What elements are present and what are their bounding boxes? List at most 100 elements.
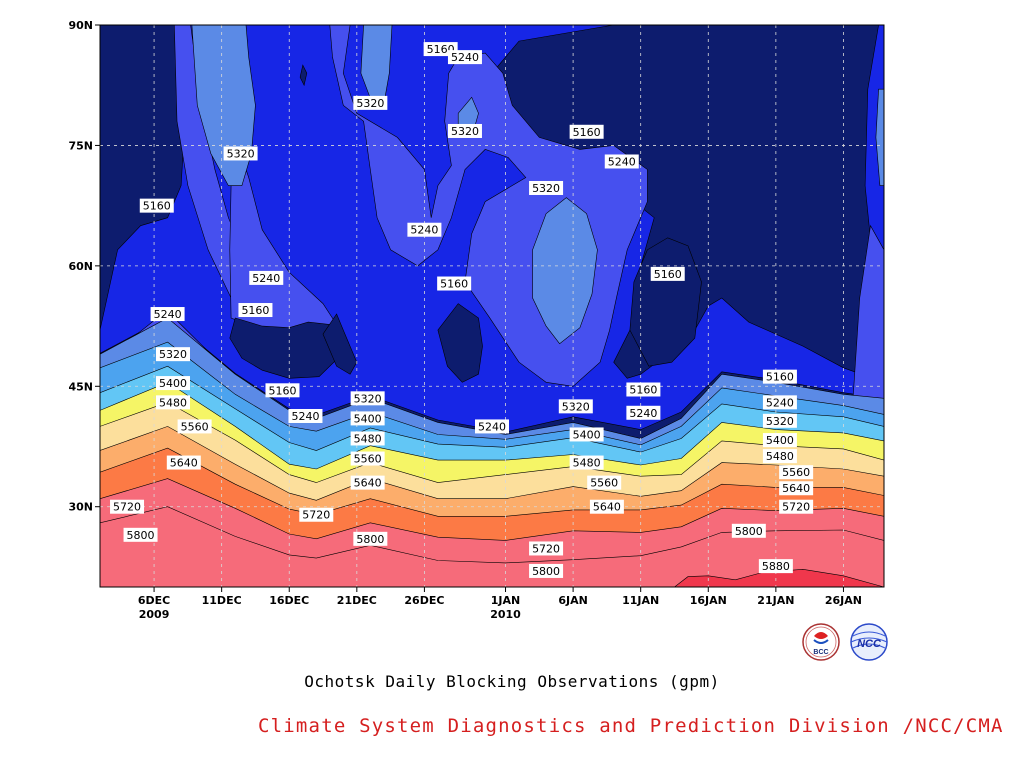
- contour-label: 5640: [593, 501, 621, 514]
- contour-label-box: [558, 399, 593, 414]
- contour-label-box: [177, 419, 212, 434]
- contour-label-box: [238, 303, 273, 318]
- chart-title: Ochotsk Daily Blocking Observations (gpm…: [304, 672, 720, 691]
- contour-label-box: [475, 419, 509, 434]
- contour-label-box: [447, 50, 482, 65]
- contour-label-box: [762, 433, 797, 448]
- contour-label: 5800: [532, 565, 560, 578]
- contour-label: 5160: [427, 43, 455, 56]
- contour-label: 5720: [113, 501, 141, 514]
- contour-label-box: [529, 180, 564, 195]
- contour-label: 5320: [227, 147, 255, 160]
- contour-label-box: [353, 531, 388, 546]
- contour-label: 5400: [766, 434, 794, 447]
- contour-label: 5240: [291, 410, 319, 423]
- contour-label: 5560: [181, 420, 209, 433]
- contour-label: 5320: [354, 392, 382, 405]
- x-tick-year: 2010: [490, 608, 521, 621]
- contour-label: 5320: [562, 400, 590, 413]
- contour-label: 5160: [654, 268, 682, 281]
- contour-label-box: [762, 449, 797, 464]
- contour-label-box: [569, 455, 604, 470]
- x-tick-year: 2009: [139, 608, 170, 621]
- contour-label: 5640: [782, 482, 810, 495]
- contour-label-box: [350, 411, 385, 426]
- x-tick-label: 21JAN: [757, 594, 794, 607]
- contour-label-box: [626, 405, 661, 420]
- contour-label: 5240: [766, 396, 794, 409]
- contour-label-box: [529, 541, 564, 556]
- contour-label: 5720: [532, 542, 560, 555]
- contour-label: 5560: [590, 477, 618, 490]
- contour-label: 5480: [354, 432, 382, 445]
- contour-label: 5320: [159, 348, 187, 361]
- contour-label: 5320: [356, 97, 384, 110]
- x-tick-label: 11JAN: [622, 594, 659, 607]
- contour-label-box: [350, 391, 385, 406]
- x-tick-label: 6DEC: [138, 594, 170, 607]
- contour-label: 5480: [573, 457, 601, 470]
- contour-label-box: [288, 408, 323, 423]
- plot-frame: [99, 24, 885, 588]
- contour-label: 5720: [302, 509, 330, 522]
- contour-label: 5160: [440, 278, 468, 291]
- contour-label: 5400: [573, 428, 601, 441]
- ncc-logo-text: NCC: [857, 638, 882, 650]
- contour-label: 5400: [159, 377, 187, 390]
- contour-label: 5240: [252, 272, 280, 285]
- cell-5320-east: [875, 88, 884, 186]
- contour-label: 5800: [735, 525, 763, 538]
- x-tick-label: 26JAN: [825, 594, 862, 607]
- cell-5320-west: [191, 25, 256, 186]
- contour-label: 5160: [766, 371, 794, 384]
- contour-label-box: [529, 563, 564, 578]
- contour-label: 5320: [532, 182, 560, 195]
- contour-label: 5640: [354, 477, 382, 490]
- contour-label-box: [350, 431, 385, 446]
- contour-label-box: [350, 451, 385, 466]
- contour-label-box: [155, 395, 190, 410]
- contour-label: 5160: [573, 126, 601, 139]
- contour-label-box: [150, 307, 185, 322]
- x-tick-label: 21DEC: [337, 594, 377, 607]
- contour-label: 5240: [154, 308, 182, 321]
- contour-label-box: [762, 369, 797, 384]
- y-tick-label: 75N: [68, 139, 93, 152]
- bcc-logo: BCC: [800, 622, 842, 666]
- contour-label-box: [155, 347, 190, 362]
- contour-label-box: [589, 499, 624, 514]
- contour-label-box: [758, 559, 793, 574]
- contour-label-box: [604, 154, 639, 169]
- organization-credit: Climate System Diagnostics and Predictio…: [258, 715, 1004, 737]
- contour-chart: 5160524053205400548055605640572058005320…: [68, 19, 885, 621]
- contour-label-box: [731, 523, 766, 538]
- contour-label: 5800: [127, 529, 155, 542]
- cell-low-5: [299, 64, 308, 87]
- contour-label: 5400: [354, 412, 382, 425]
- contour-label: 5480: [766, 450, 794, 463]
- contour-label: 5160: [268, 384, 296, 397]
- contour-label: 5240: [410, 224, 438, 237]
- contour-label: 5560: [354, 453, 382, 466]
- contour-label: 5320: [451, 125, 479, 138]
- contour-label: 5880: [762, 560, 790, 573]
- contour-label: 5640: [170, 457, 198, 470]
- x-tick-label: 6JAN: [558, 594, 587, 607]
- contour-label: 5800: [356, 533, 384, 546]
- plot-area: [100, 25, 884, 587]
- contour-label-box: [762, 395, 797, 410]
- contour-label-box: [650, 266, 685, 281]
- contour-label-box: [265, 383, 300, 398]
- contour-label: 5320: [766, 415, 794, 428]
- contour-label-box: [110, 499, 145, 514]
- y-tick-label: 60N: [68, 260, 93, 273]
- contour-label-box: [762, 413, 797, 428]
- contour-label-box: [155, 376, 190, 391]
- contour-label: 5240: [451, 51, 479, 64]
- contour-label-box: [587, 475, 622, 490]
- contour-label: 5240: [608, 155, 636, 168]
- contour-label: 5240: [629, 407, 657, 420]
- x-tick-label: 16JAN: [690, 594, 727, 607]
- contour-label-box: [569, 427, 604, 442]
- contour-label: 5240: [478, 420, 506, 433]
